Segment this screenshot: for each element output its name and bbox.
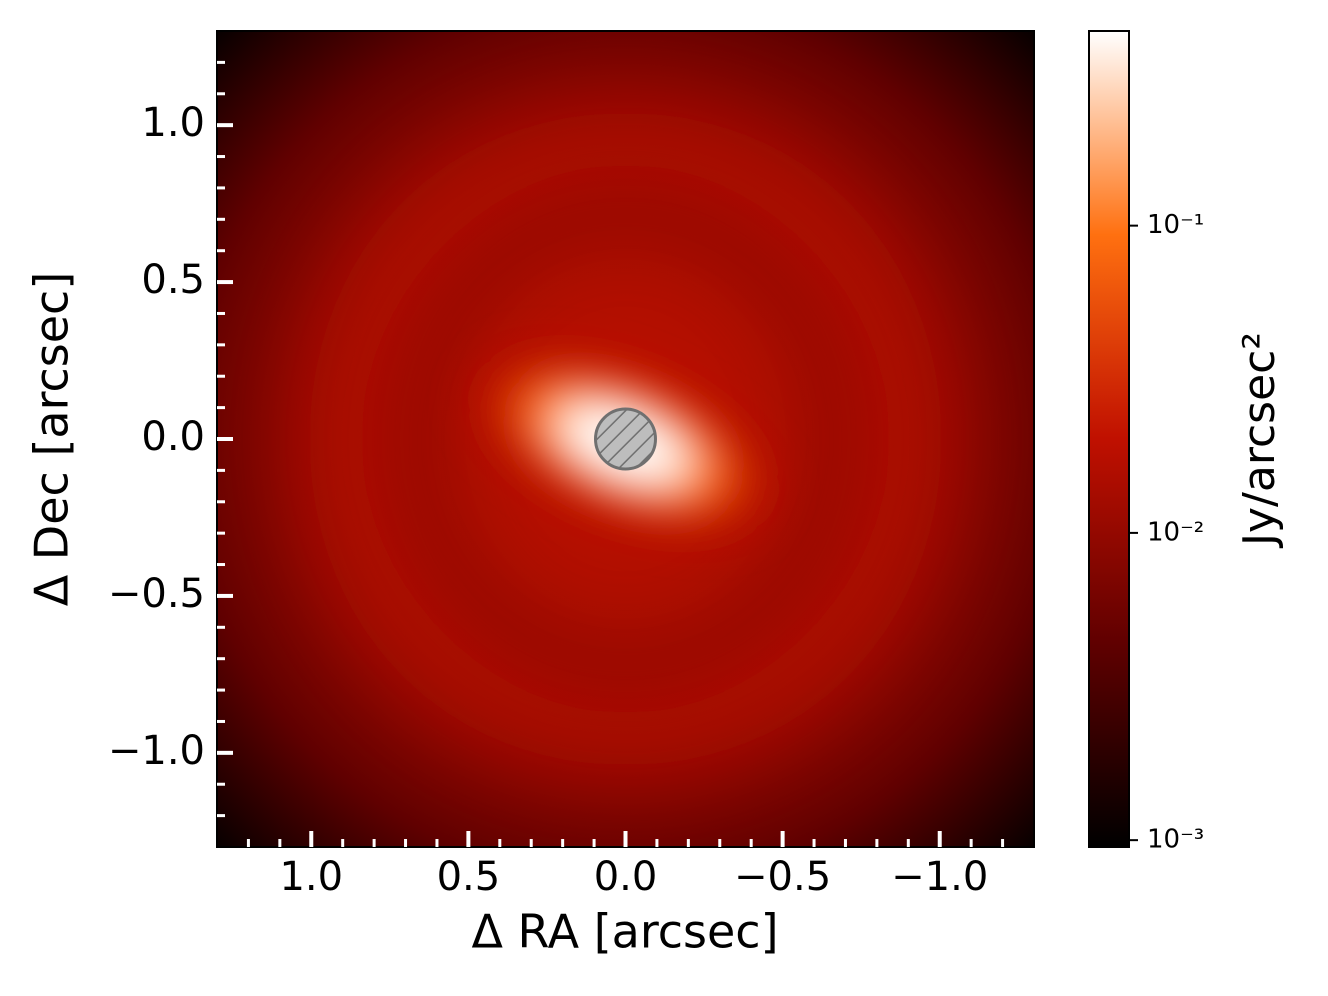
colorbar-tick-label: 10⁻² [1147, 517, 1204, 547]
colorbar-tick-label: 10⁻¹ [1147, 210, 1204, 240]
colorbar [1088, 30, 1130, 848]
y-tick-label: −1.0 [108, 728, 205, 774]
axes: 1.0 0.5 0.0 −0.5 −1.0 1.0 0.5 0.0 −0.5 −1.0 10⁻¹ 10… [108, 30, 1204, 900]
mask [594, 407, 657, 471]
image-ring [305, 109, 946, 769]
y-tick-label: 0.5 [141, 257, 205, 303]
x-tick-label: 1.0 [279, 854, 343, 900]
colorbar-label: Jy/arcsec² [1234, 332, 1285, 549]
y-tick-label: 0.0 [141, 414, 205, 460]
x-tick-label: −0.5 [734, 854, 831, 900]
image-gap [395, 189, 856, 689]
x-tick-label: −1.0 [891, 854, 988, 900]
colorbar-tick-label: 10⁻³ [1147, 825, 1204, 855]
x-axis-label: Δ RA [arcsec] [471, 905, 778, 959]
x-tick-label: 0.5 [437, 854, 501, 900]
x-tick-label: 0.0 [594, 854, 658, 900]
y-tick-label: −0.5 [108, 571, 205, 617]
y-tick-label: 1.0 [141, 100, 205, 146]
y-axis-label: Δ Dec [arcsec] [25, 272, 79, 607]
